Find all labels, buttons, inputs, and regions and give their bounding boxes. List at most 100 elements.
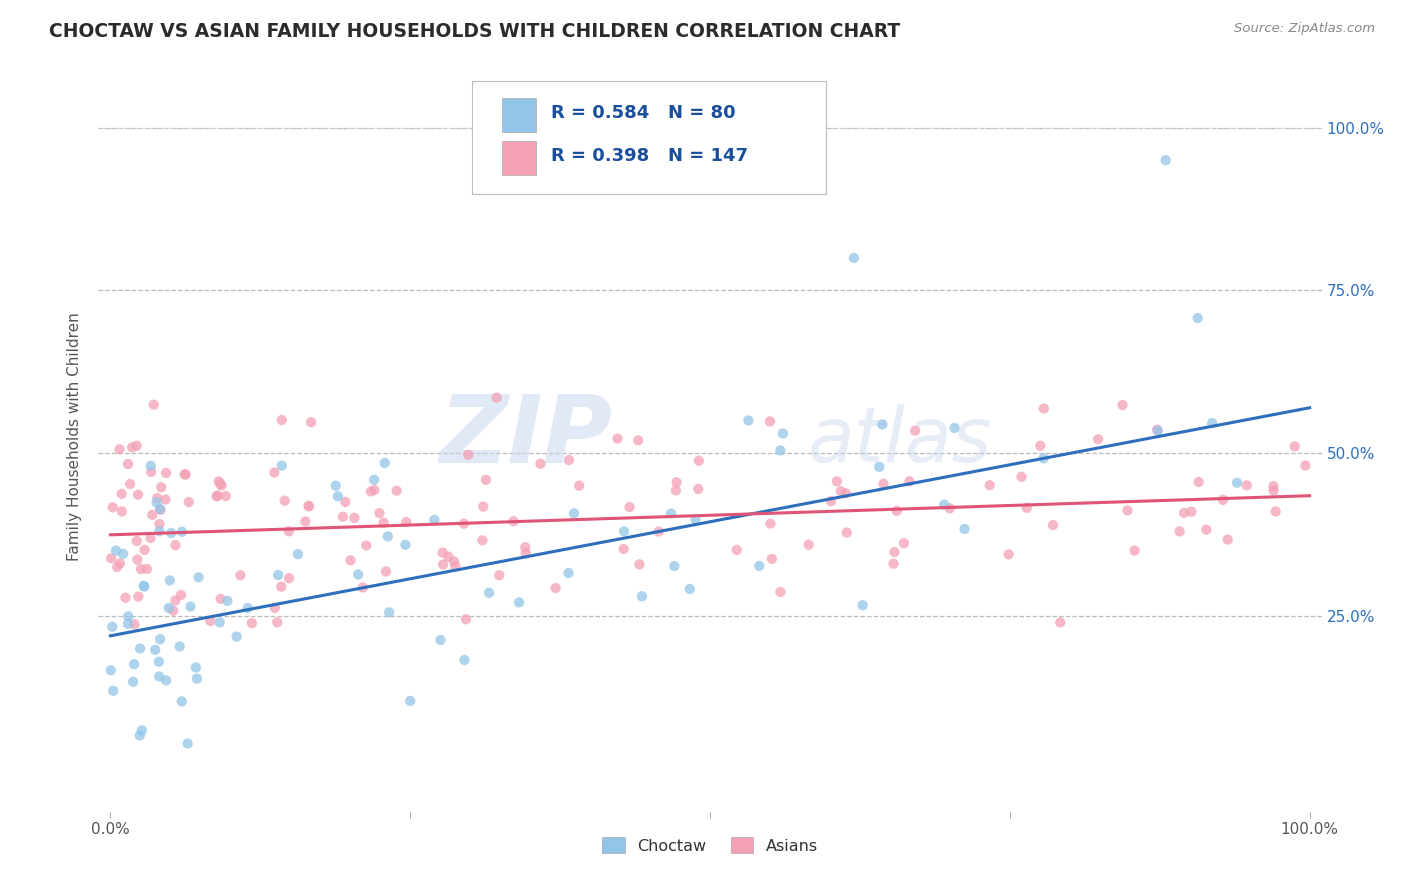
Point — [835, 525, 858, 540]
Point — [515, 546, 537, 560]
Legend: Choctaw, Asians: Choctaw, Asians — [596, 831, 824, 860]
Point — [267, 568, 290, 582]
Point — [568, 478, 591, 492]
FancyBboxPatch shape — [502, 98, 536, 132]
Point — [150, 480, 173, 494]
Point — [606, 432, 628, 446]
Point — [129, 641, 152, 656]
Point — [205, 489, 228, 503]
Point — [759, 516, 782, 531]
Point — [149, 632, 172, 647]
Point — [105, 543, 128, 558]
Point — [263, 600, 285, 615]
Point — [454, 612, 477, 626]
Point — [117, 457, 139, 471]
Point — [627, 434, 650, 448]
Point — [375, 565, 398, 579]
Point — [174, 467, 197, 482]
Text: R = 0.398   N = 147: R = 0.398 N = 147 — [551, 147, 748, 165]
Point — [356, 539, 378, 553]
Point — [443, 554, 465, 568]
Point — [179, 599, 201, 614]
Point — [558, 453, 581, 467]
Point — [117, 616, 139, 631]
Point — [148, 655, 170, 669]
Point — [149, 502, 172, 516]
Point — [273, 493, 295, 508]
Point — [508, 595, 530, 609]
Point — [423, 513, 446, 527]
Point — [270, 413, 292, 427]
Point — [325, 478, 347, 492]
Point — [1263, 483, 1285, 498]
Point — [394, 538, 416, 552]
Point — [997, 548, 1019, 562]
Point — [128, 728, 150, 742]
Point — [100, 663, 122, 677]
Point — [207, 489, 229, 503]
Point — [299, 415, 322, 429]
Point — [557, 566, 579, 580]
Point — [200, 614, 222, 628]
Point — [1116, 503, 1139, 517]
Point — [127, 552, 149, 566]
Point — [134, 542, 156, 557]
Point — [457, 448, 479, 462]
Point — [1264, 504, 1286, 518]
Point — [294, 515, 316, 529]
Point — [131, 723, 153, 738]
Point — [105, 560, 128, 574]
Text: R = 0.584   N = 80: R = 0.584 N = 80 — [551, 103, 735, 121]
Point — [165, 538, 187, 552]
Point — [1284, 439, 1306, 453]
Point — [142, 398, 165, 412]
Point — [157, 601, 180, 615]
Point — [134, 580, 156, 594]
Point — [117, 609, 139, 624]
Point — [114, 591, 136, 605]
Point — [825, 475, 848, 489]
Point — [938, 501, 960, 516]
Point — [478, 586, 501, 600]
Point — [141, 508, 163, 522]
Point — [1029, 439, 1052, 453]
Point — [176, 737, 198, 751]
Point — [103, 683, 125, 698]
Point — [613, 524, 636, 539]
Point — [1263, 479, 1285, 493]
Point — [186, 672, 208, 686]
Point — [1294, 458, 1316, 473]
Point — [688, 453, 710, 467]
Point — [124, 617, 146, 632]
Point — [453, 653, 475, 667]
Point — [177, 495, 200, 509]
Point — [1123, 543, 1146, 558]
Text: ZIP: ZIP — [439, 391, 612, 483]
Point — [1154, 153, 1177, 168]
Point — [278, 571, 301, 585]
Point — [485, 391, 508, 405]
Point — [335, 495, 357, 509]
Point — [149, 503, 172, 517]
Point — [868, 459, 890, 474]
Point — [125, 534, 148, 549]
Point — [979, 478, 1001, 492]
Point — [1180, 505, 1202, 519]
FancyBboxPatch shape — [502, 141, 536, 175]
Point — [209, 476, 232, 491]
FancyBboxPatch shape — [471, 81, 827, 194]
Point — [725, 543, 748, 558]
Point — [820, 494, 842, 508]
Text: Source: ZipAtlas.com: Source: ZipAtlas.com — [1234, 22, 1375, 36]
Point — [143, 642, 166, 657]
Point — [208, 615, 231, 630]
Point — [759, 414, 782, 428]
Point — [748, 558, 770, 573]
Point — [688, 482, 710, 496]
Point — [287, 547, 309, 561]
Point — [1032, 401, 1054, 416]
Point — [229, 568, 252, 582]
Point — [160, 526, 183, 541]
Point — [363, 473, 385, 487]
Point — [395, 515, 418, 529]
